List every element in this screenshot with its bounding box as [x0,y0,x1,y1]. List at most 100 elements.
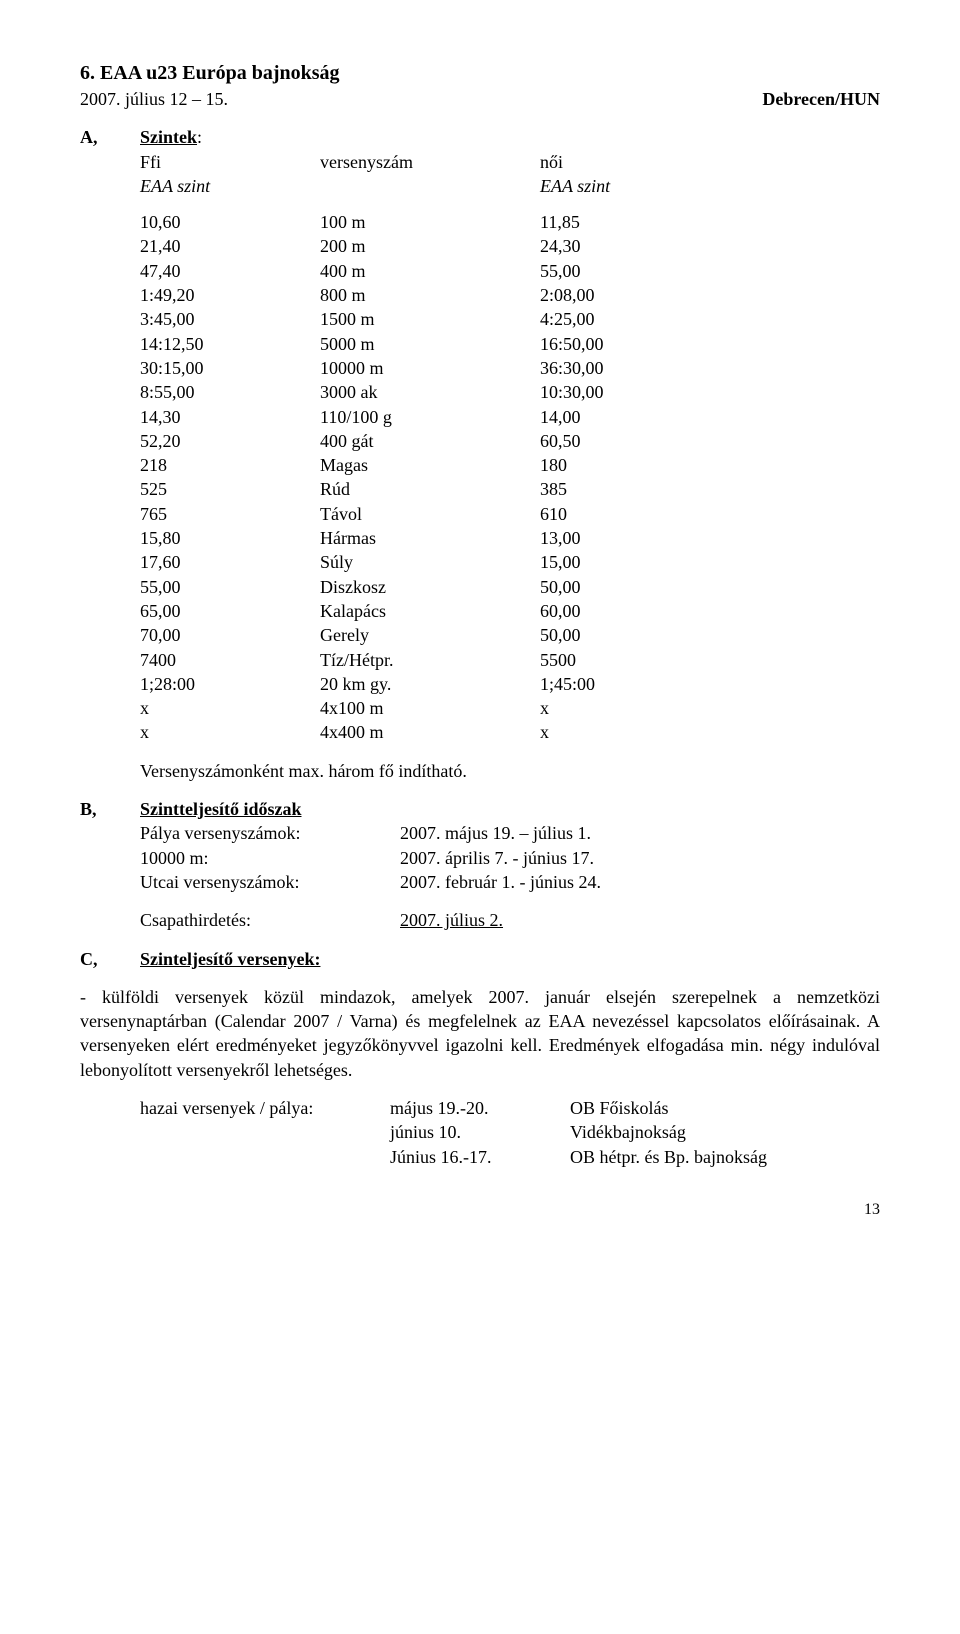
table-cell: Gerely [320,623,540,647]
table-row: 52,20400 gát60,50 [140,429,680,453]
results-table: 10,60100 m11,8521,40200 m24,3047,40400 m… [140,210,680,745]
table-cell: 8:55,00 [140,380,320,404]
table-row: 70,00Gerely50,00 [140,623,680,647]
table-cell: Súly [320,550,540,574]
kv-val: 2007. május 19. – július 1. [400,821,591,845]
table-cell: 10000 m [320,356,540,380]
table-cell: Kalapács [320,599,540,623]
header-versenyszam: versenyszám [320,150,540,174]
table-cell: 50,00 [540,623,680,647]
table-cell: 2:08,00 [540,283,680,307]
subheader-right: EAA szint [540,174,680,198]
table-cell: x [140,720,320,744]
table-cell: 20 km gy. [320,672,540,696]
table-row: 10,60100 m11,85 [140,210,680,234]
table-cell: 60,50 [540,429,680,453]
table-row: 30:15,0010000 m36:30,00 [140,356,680,380]
table-cell: Hármas [320,526,540,550]
table-cell: 47,40 [140,259,320,283]
table-cell: 55,00 [140,575,320,599]
table-row: 47,40400 m55,00 [140,259,680,283]
kv-row: Pálya versenyszámok:2007. május 19. – jú… [140,821,880,845]
table-cell: Tíz/Hétpr. [320,648,540,672]
table-row: 525Rúd385 [140,477,680,501]
csapat-key: Csapathirdetés: [140,908,400,932]
table-cell: 60,00 [540,599,680,623]
table-cell: 3000 ak [320,380,540,404]
table-cell: 385 [540,477,680,501]
table-cell: 3:45,00 [140,307,320,331]
table-cell: 15,80 [140,526,320,550]
table-cell: 10,60 [140,210,320,234]
table-cell: 610 [540,502,680,526]
hazai-row: Június 16.-17.OB hétpr. és Bp. bajnokság [140,1145,880,1169]
table-row: 1:49,20800 m2:08,00 [140,283,680,307]
hazai-row: hazai versenyek / pálya:május 19.-20.OB … [140,1096,880,1120]
table-cell: 218 [140,453,320,477]
hazai-c2: május 19.-20. [390,1096,570,1120]
table-cell: 5500 [540,648,680,672]
table-cell: 70,00 [140,623,320,647]
section-c-letter: C, [80,947,140,971]
table-cell: 14,00 [540,405,680,429]
table-cell: 765 [140,502,320,526]
subtitle-row: 2007. július 12 – 15. Debrecen/HUN [80,87,880,111]
table-subheader: EAA szint EAA szint [140,174,880,198]
table-cell: x [540,696,680,720]
table-cell: 180 [540,453,680,477]
table-cell: x [540,720,680,744]
page-title: 6. EAA u23 Európa bajnokság [80,60,880,87]
table-row: 15,80Hármas13,00 [140,526,680,550]
header-ffi: Ffi [140,150,320,174]
section-b-name: Szintteljesítő időszak [140,797,302,821]
hazai-block: hazai versenyek / pálya:május 19.-20.OB … [140,1096,880,1169]
table-cell: 400 gát [320,429,540,453]
table-row: 3:45,001500 m4:25,00 [140,307,680,331]
table-cell: 1500 m [320,307,540,331]
table-cell: 4:25,00 [540,307,680,331]
table-row: 7400Tíz/Hétpr.5500 [140,648,680,672]
table-row: 218Magas180 [140,453,680,477]
csapat-row: Csapathirdetés: 2007. július 2. [140,908,880,932]
table-cell: 14:12,50 [140,332,320,356]
table-row: x4x400 mx [140,720,680,744]
hazai-c2: Június 16.-17. [390,1145,570,1169]
kv-key: Utcai versenyszámok: [140,870,400,894]
table-cell: 4x100 m [320,696,540,720]
hazai-c3: Vidékbajnokság [570,1120,686,1144]
table-cell: 21,40 [140,234,320,258]
table-cell: 1;45:00 [540,672,680,696]
table-cell: 100 m [320,210,540,234]
table-row: 21,40200 m24,30 [140,234,680,258]
table-cell: 55,00 [540,259,680,283]
csapat-val: 2007. július 2. [400,908,503,932]
kv-row: Utcai versenyszámok:2007. február 1. - j… [140,870,880,894]
table-cell: 800 m [320,283,540,307]
kv-key: 10000 m: [140,846,400,870]
section-c-label: C, Szinteljesítő versenyek: [80,947,880,971]
section-a-letter: A, [80,125,140,149]
table-cell: Távol [320,502,540,526]
hazai-c1: hazai versenyek / pálya: [140,1096,390,1120]
table-cell: Diszkosz [320,575,540,599]
section-a-name: Szintek [140,127,197,147]
section-b-letter: B, [80,797,140,821]
hazai-c1 [140,1145,390,1169]
hazai-c2: június 10. [390,1120,570,1144]
table-cell: 200 m [320,234,540,258]
table-cell: 7400 [140,648,320,672]
table-row: 1;28:0020 km gy.1;45:00 [140,672,680,696]
table-cell: 50,00 [540,575,680,599]
table-row: 8:55,003000 ak10:30,00 [140,380,680,404]
hazai-row: június 10.Vidékbajnokság [140,1120,880,1144]
table-cell: 52,20 [140,429,320,453]
table-cell: 1;28:00 [140,672,320,696]
kv-key: Pálya versenyszámok: [140,821,400,845]
table-cell: 65,00 [140,599,320,623]
table-cell: 11,85 [540,210,680,234]
hazai-c1 [140,1120,390,1144]
section-b-label: B, Szintteljesítő időszak [80,797,880,821]
table-cell: 30:15,00 [140,356,320,380]
table-row: 55,00Diszkosz50,00 [140,575,680,599]
table-row: 765Távol610 [140,502,680,526]
